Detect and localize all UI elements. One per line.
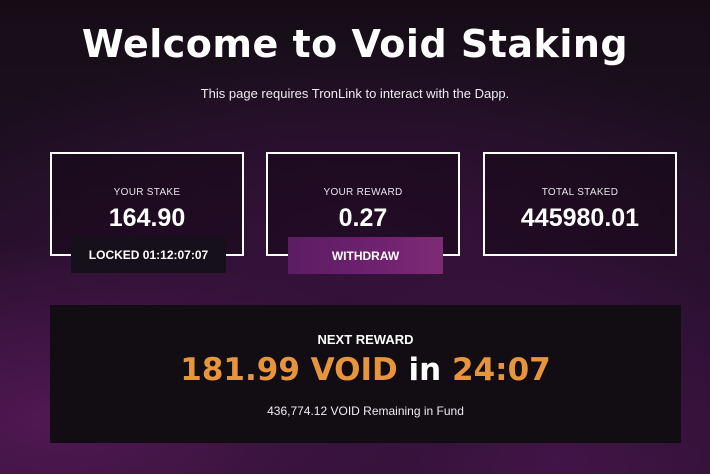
total-staked-value: 445980.01	[520, 204, 640, 232]
your-stake-value: 164.90	[108, 204, 186, 232]
withdraw-button[interactable]: WITHDRAW	[288, 237, 443, 274]
next-reward-label: NEXT REWARD	[317, 332, 414, 347]
your-stake-label: YOUR STAKE	[113, 187, 181, 198]
fund-remaining-text: 436,774.12 VOID Remaining in Fund	[267, 404, 464, 418]
your-reward-value: 0.27	[338, 204, 388, 232]
next-reward-line: 181.99 VOID in 24:07	[50, 352, 681, 388]
total-staked-card: TOTAL STAKED 445980.01	[483, 152, 677, 256]
locked-status-badge: LOCKED 01:12:07:07	[71, 236, 226, 273]
page-title: Welcome to Void Staking	[81, 22, 629, 66]
next-reward-countdown: 24:07	[452, 352, 551, 388]
total-staked-label: TOTAL STAKED	[541, 187, 619, 198]
your-reward-label: YOUR REWARD	[323, 187, 403, 198]
next-reward-panel: NEXT REWARD 181.99 VOID in 24:07 436,774…	[50, 305, 681, 443]
page-subtitle: This page requires TronLink to interact …	[200, 86, 510, 101]
next-reward-in-word: in	[408, 352, 442, 388]
next-reward-amount: 181.99 VOID	[180, 352, 398, 388]
